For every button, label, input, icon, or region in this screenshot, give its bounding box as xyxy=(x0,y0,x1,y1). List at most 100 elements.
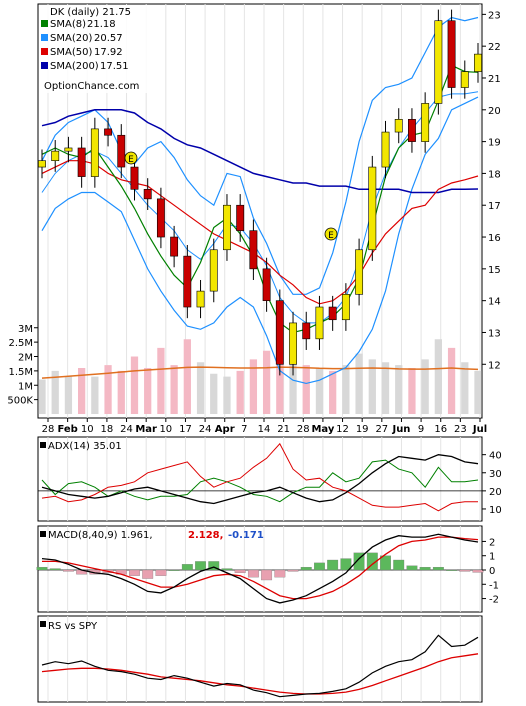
price-candle xyxy=(249,219,258,280)
legend-sma8-value: 21.18 xyxy=(87,19,116,30)
x-tick-label: 16 xyxy=(434,424,447,435)
macd-histogram-bar xyxy=(168,569,180,571)
x-tick-label: 18 xyxy=(101,424,114,435)
x-tick-label: 23 xyxy=(454,424,467,435)
volume-bar xyxy=(289,359,297,414)
volume-bars xyxy=(38,339,482,414)
earnings-marker-2-label: E xyxy=(328,231,334,241)
volume-bar xyxy=(434,339,442,414)
price-candle xyxy=(117,124,126,179)
x-tick-label: Feb xyxy=(57,424,77,435)
macd-histogram-bar xyxy=(314,562,325,571)
price-candle xyxy=(51,140,60,172)
volume-bar xyxy=(329,370,337,414)
x-tick-label: 28 xyxy=(297,424,310,435)
sma8-line xyxy=(41,64,479,334)
macd-tick-label: 2 xyxy=(489,537,495,548)
legend-sma200-value: 17.51 xyxy=(100,61,129,72)
price-candle xyxy=(434,9,443,115)
x-tick-label: 7 xyxy=(241,424,247,435)
price-candle xyxy=(90,117,99,188)
macd-tick-label: -2 xyxy=(489,595,499,606)
adx-y-axis: 10 20 30 40 xyxy=(482,451,502,516)
rs-panel: RS vs SPY xyxy=(37,615,483,703)
legend-swatch-sma200 xyxy=(41,62,48,69)
price-tick-label: 17 xyxy=(488,201,501,212)
volume-bar xyxy=(368,359,376,414)
volume-bar xyxy=(262,350,271,414)
x-tick-label: 17 xyxy=(179,424,192,435)
rs-title: RS vs SPY xyxy=(48,621,98,632)
x-tick-label: Jun xyxy=(391,424,410,435)
volume-bar xyxy=(38,379,46,414)
macd-line xyxy=(41,533,479,604)
x-tick-label: 10 xyxy=(159,424,172,435)
x-tick-label: 28 xyxy=(42,424,55,435)
macd-histogram-bar xyxy=(155,569,167,576)
macd-histogram-bar xyxy=(208,561,220,571)
x-tick-label: 27 xyxy=(375,424,388,435)
x-tick-label: May xyxy=(311,424,334,435)
volume-bar xyxy=(51,370,59,414)
macd-histogram-bar xyxy=(129,569,140,576)
volume-bar xyxy=(157,347,165,414)
volume-bar xyxy=(196,362,205,414)
price-candle xyxy=(38,149,46,179)
price-candle xyxy=(341,283,350,331)
macd-signal-line xyxy=(42,536,479,600)
x-tick-label: 24 xyxy=(199,424,212,435)
adx-gridlines xyxy=(38,437,482,521)
macd-title-swatch xyxy=(40,531,46,537)
legend-swatch-sma20 xyxy=(41,34,48,41)
x-tick-label: 19 xyxy=(356,424,369,435)
price-tick-label: 22 xyxy=(488,42,501,53)
volume-bar xyxy=(183,339,191,414)
macd-histogram-bar xyxy=(247,569,259,578)
rs-line xyxy=(41,634,479,698)
watermark: OptionChance.com xyxy=(44,81,139,92)
volume-bar xyxy=(461,362,469,414)
price-candle xyxy=(328,295,337,331)
price-tick-label: 21 xyxy=(488,74,501,85)
macd-histogram-bar xyxy=(353,552,365,571)
price-tick-label: 16 xyxy=(488,233,501,244)
sma20-line xyxy=(41,91,479,324)
legend-sma20-value: 20.57 xyxy=(94,33,123,44)
price-candle xyxy=(209,238,218,303)
earnings-marker-1: E xyxy=(124,151,138,165)
price-panel: E E DK (daily) 21.75 SMA(8) 21.18 SMA(20… xyxy=(7,3,501,435)
volume-bar xyxy=(236,370,244,414)
volume-tick-label: 2M xyxy=(18,353,33,364)
macd-histogram-bar xyxy=(432,566,444,571)
price-candle xyxy=(394,108,403,144)
legend-sma8-name: SMA(8) xyxy=(50,19,86,30)
x-tick-label: 12 xyxy=(336,424,349,435)
macd-title: MACD(8,40,9) 1.961, xyxy=(48,530,153,541)
price-legend: DK (daily) 21.75 SMA(8) 21.18 SMA(20) 20… xyxy=(40,5,152,93)
minus-di-line xyxy=(41,442,478,512)
macd-tick-label: 0 xyxy=(489,566,495,577)
x-tick-label: 21 xyxy=(277,424,290,435)
macd-histogram-bar xyxy=(459,569,471,572)
price-candle xyxy=(223,194,231,261)
macd-histogram-bar xyxy=(274,569,286,578)
price-tick-label: 13 xyxy=(488,328,501,339)
price-candle xyxy=(460,60,469,99)
macd-histogram-bar xyxy=(340,558,352,571)
price-candle xyxy=(77,136,86,188)
price-candle xyxy=(289,311,297,376)
price-candle xyxy=(170,225,179,268)
volume-bar xyxy=(104,365,112,414)
volume-tick-label: 1M xyxy=(18,381,33,392)
macd-histogram-bar xyxy=(62,569,74,572)
macd-histogram-bar xyxy=(181,564,193,571)
macd-histogram-bar xyxy=(446,569,458,571)
adx-line xyxy=(41,454,479,505)
price-candle xyxy=(421,92,430,153)
volume-bar xyxy=(421,359,429,414)
volume-tick-label: 500K xyxy=(7,396,33,407)
macd-histogram-bar xyxy=(393,559,405,571)
legend-sma20-name: SMA(20) xyxy=(50,33,92,44)
earnings-marker-1-label: E xyxy=(128,155,134,165)
